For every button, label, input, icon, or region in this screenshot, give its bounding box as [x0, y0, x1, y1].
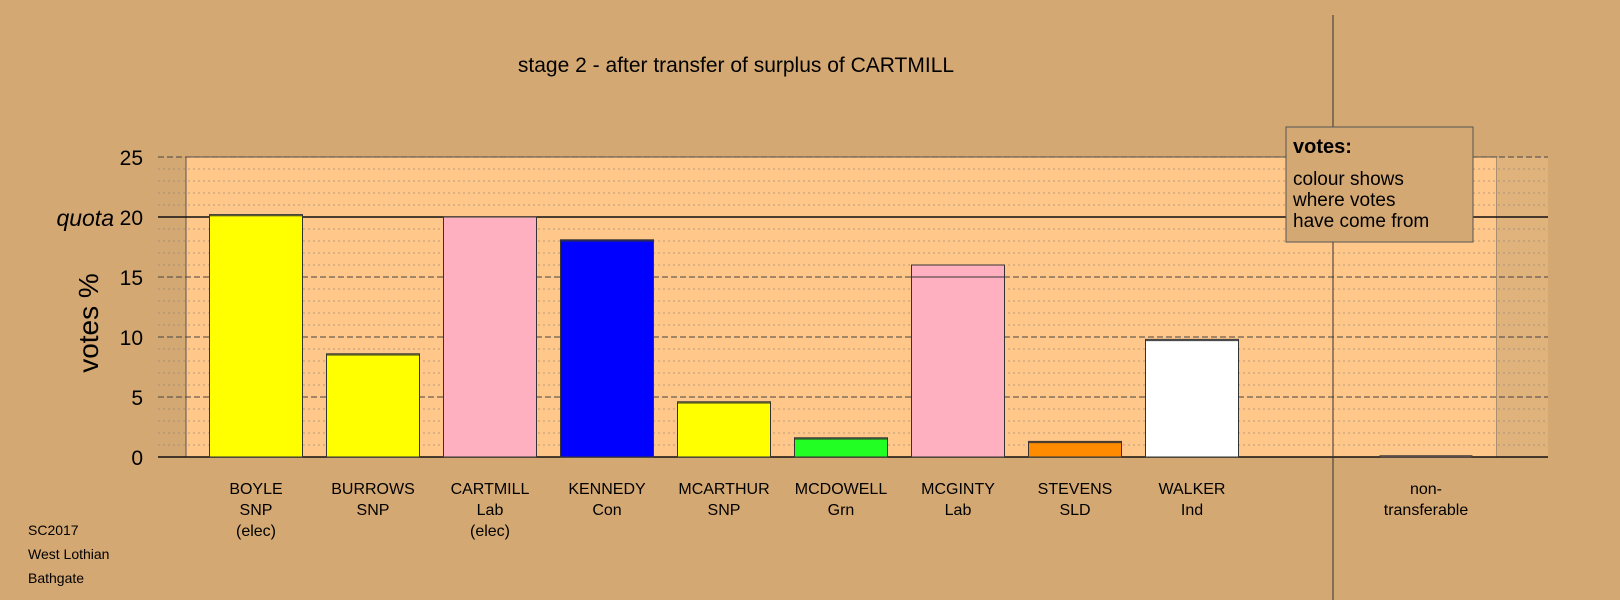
candidate-party: SLD — [1059, 502, 1090, 519]
footer-election: SC2017 — [28, 522, 79, 538]
candidate-party: SNP — [708, 502, 741, 519]
candidate-name: WALKER — [1159, 481, 1226, 498]
candidate-status: (elec) — [236, 523, 276, 540]
candidate-name: MCGINTY — [921, 481, 995, 498]
candidate-party: Con — [592, 502, 621, 519]
bar-walker — [1145, 338, 1239, 458]
bar-boyle — [209, 214, 303, 458]
y-tick-label: 10 — [120, 327, 143, 350]
footer-ward: Bathgate — [28, 570, 84, 586]
y-tick-label: 0 — [131, 447, 143, 470]
legend-line-3: have come from — [1293, 211, 1429, 232]
candidate-name: BURROWS — [331, 481, 415, 498]
candidate-party: Ind — [1181, 502, 1203, 519]
candidate-party: Lab — [477, 502, 504, 519]
quota-label: quota — [56, 205, 114, 231]
plot-margin-right — [1497, 157, 1548, 457]
y-tick-label: 25 — [120, 147, 143, 170]
candidate-name: MCDOWELL — [795, 481, 888, 498]
legend-title: votes: — [1293, 136, 1352, 158]
bars — [209, 214, 1473, 458]
candidate-name: STEVENS — [1038, 481, 1113, 498]
legend-line-2: where votes — [1292, 190, 1395, 211]
bar-stevens — [1028, 440, 1122, 458]
candidate-name: BOYLE — [229, 481, 282, 498]
candidate-status: (elec) — [470, 523, 510, 540]
bar-nontransferable — [1379, 455, 1473, 458]
candidate-name: KENNEDY — [568, 481, 646, 498]
y-tick-label: 15 — [120, 267, 143, 290]
candidate-name: MCARTHUR — [678, 481, 769, 498]
bar-mcginty — [911, 264, 1005, 458]
y-axis-label: votes % — [73, 273, 104, 373]
candidate-party: SNP — [357, 502, 390, 519]
bar-kennedy — [560, 239, 654, 458]
bar-cartmill — [443, 216, 537, 458]
legend-box: votes: colour shows where votes have com… — [1285, 126, 1474, 243]
candidate-name: CARTMILL — [451, 481, 530, 498]
y-tick-label: 5 — [131, 387, 143, 410]
candidate-party: Lab — [945, 502, 972, 519]
nontransferable-label: transferable — [1384, 502, 1469, 519]
bar-burrows — [326, 353, 420, 458]
nontransferable-label: non- — [1410, 481, 1442, 498]
candidate-party: Grn — [828, 502, 855, 519]
y-tick-label: 20 — [120, 207, 143, 230]
bar-mcarthur — [677, 401, 771, 458]
candidate-labels: BOYLE SNP (elec) BURROWS SNP CARTMILL Lab (elec… — [229, 481, 1468, 540]
legend-line-1: colour shows — [1293, 169, 1404, 190]
y-axis-ticks: 0 5 10 15 20 25 — [120, 147, 143, 470]
footer-council: West Lothian — [28, 546, 109, 562]
bar-mcdowell — [794, 437, 888, 458]
chart-title: stage 2 - after transfer of surplus of C… — [518, 54, 954, 77]
candidate-party: SNP — [240, 502, 273, 519]
